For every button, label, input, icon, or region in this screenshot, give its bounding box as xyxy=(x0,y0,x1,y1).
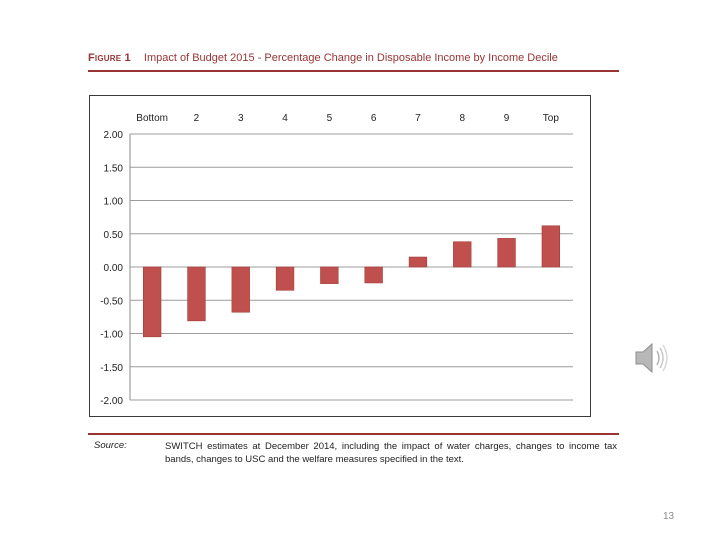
bar xyxy=(364,266,383,284)
bar xyxy=(408,256,428,268)
figure-caption: Figure 1 Impact of Budget 2015 - Percent… xyxy=(88,52,618,64)
y-tick-label: -1.00 xyxy=(100,330,123,341)
bar xyxy=(142,266,162,338)
x-tick-label: Bottom xyxy=(136,113,168,124)
y-tick-label: 0.00 xyxy=(104,263,124,274)
caption-divider xyxy=(88,70,619,72)
figure-title: Impact of Budget 2015 - Percentage Chang… xyxy=(143,52,558,64)
bar xyxy=(320,266,339,284)
x-tick-label: 7 xyxy=(415,113,421,124)
x-tick-label: 5 xyxy=(327,113,333,124)
y-tick-label: -2.00 xyxy=(100,396,123,407)
x-tick-label: 3 xyxy=(238,113,244,124)
page-number: 13 xyxy=(663,511,675,522)
bar-chart: 2.00 1.50 1.00 0.50 0.00 -0.50 -1.00 -1.50 -2.00… xyxy=(100,113,573,407)
source-text: SWITCH estimates at December 2014, inclu… xyxy=(165,441,617,465)
chart-frame: 2.00 1.50 1.00 0.50 0.00 -0.50 -1.00 -1.50 -2.00… xyxy=(89,95,591,417)
y-tick-label: 1.00 xyxy=(104,197,124,208)
source-divider xyxy=(88,433,619,435)
y-tick-label: 1.50 xyxy=(104,163,124,174)
bar xyxy=(231,266,250,313)
y-tick-label: 0.50 xyxy=(104,230,124,241)
bar xyxy=(541,225,561,268)
x-tick-label: 4 xyxy=(282,113,288,124)
x-tick-label: 9 xyxy=(504,113,510,124)
bar xyxy=(497,238,516,268)
bar xyxy=(275,266,295,291)
x-tick-label: 2 xyxy=(194,113,200,124)
y-tick-label: -1.50 xyxy=(100,363,123,374)
x-tick-label: 6 xyxy=(371,113,377,124)
speaker-icon[interactable] xyxy=(630,338,672,383)
y-tick-label: -0.50 xyxy=(100,296,123,307)
x-tick-label: 8 xyxy=(459,113,465,124)
bar xyxy=(453,241,472,268)
figure-label: Figure 1 xyxy=(88,52,131,64)
x-tick-label: Top xyxy=(543,113,560,124)
source-label: Source: xyxy=(94,440,127,451)
bar xyxy=(187,266,206,322)
y-tick-label: 2.00 xyxy=(104,130,124,141)
